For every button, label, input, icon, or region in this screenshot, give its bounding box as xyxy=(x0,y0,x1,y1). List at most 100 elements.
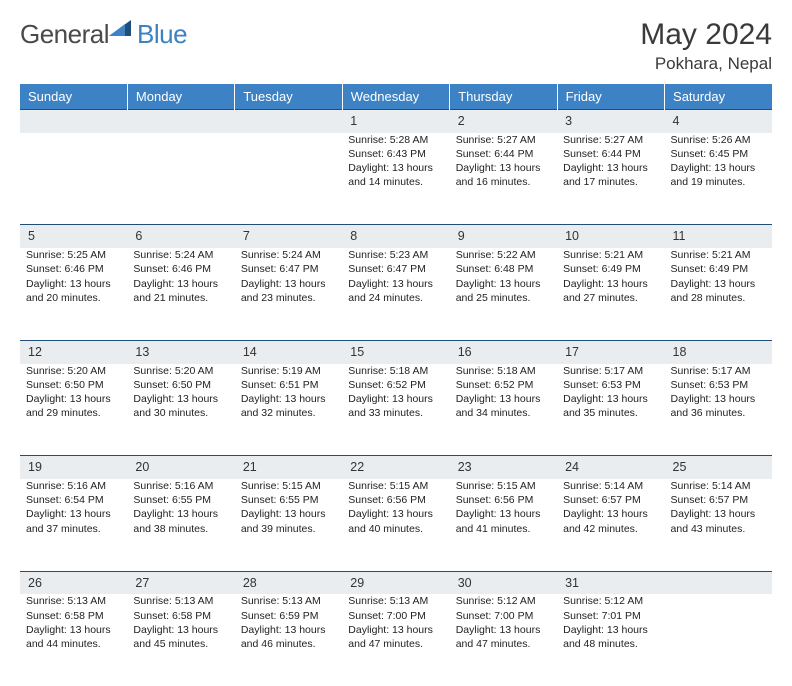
title-block: May 2024 Pokhara, Nepal xyxy=(640,18,772,74)
daylight-text: Daylight: 13 hours and 34 minutes. xyxy=(456,392,551,420)
logo: General Blue xyxy=(20,18,187,51)
sunrise-text: Sunrise: 5:24 AM xyxy=(241,248,336,262)
sunrise-text: Sunrise: 5:13 AM xyxy=(241,594,336,608)
sunrise-text: Sunrise: 5:13 AM xyxy=(26,594,121,608)
day-content-row: Sunrise: 5:28 AMSunset: 6:43 PMDaylight:… xyxy=(20,133,772,225)
sunrise-text: Sunrise: 5:12 AM xyxy=(456,594,551,608)
day-content-row: Sunrise: 5:25 AMSunset: 6:46 PMDaylight:… xyxy=(20,248,772,340)
sunrise-text: Sunrise: 5:27 AM xyxy=(563,133,658,147)
sunrise-text: Sunrise: 5:19 AM xyxy=(241,364,336,378)
day-number-row: 262728293031 xyxy=(20,571,772,594)
day-number-row: 12131415161718 xyxy=(20,340,772,363)
day-content-row: Sunrise: 5:13 AMSunset: 6:58 PMDaylight:… xyxy=(20,594,772,686)
day-number-row: 19202122232425 xyxy=(20,456,772,479)
day-cell xyxy=(235,133,342,225)
day-number: 18 xyxy=(665,340,772,363)
day-number: 23 xyxy=(450,456,557,479)
day-cell: Sunrise: 5:15 AMSunset: 6:56 PMDaylight:… xyxy=(450,479,557,571)
day-number: 22 xyxy=(342,456,449,479)
day-number: 10 xyxy=(557,225,664,248)
day-number: 24 xyxy=(557,456,664,479)
sunrise-text: Sunrise: 5:18 AM xyxy=(348,364,443,378)
daylight-text: Daylight: 13 hours and 45 minutes. xyxy=(133,623,228,651)
daylight-text: Daylight: 13 hours and 47 minutes. xyxy=(456,623,551,651)
sunset-text: Sunset: 6:57 PM xyxy=(563,493,658,507)
weekday-header: Wednesday xyxy=(342,84,449,110)
sunrise-text: Sunrise: 5:21 AM xyxy=(671,248,766,262)
daylight-text: Daylight: 13 hours and 32 minutes. xyxy=(241,392,336,420)
day-number: 27 xyxy=(127,571,234,594)
daylight-text: Daylight: 13 hours and 48 minutes. xyxy=(563,623,658,651)
sunrise-text: Sunrise: 5:17 AM xyxy=(563,364,658,378)
day-cell: Sunrise: 5:12 AMSunset: 7:00 PMDaylight:… xyxy=(450,594,557,686)
sunset-text: Sunset: 6:46 PM xyxy=(26,262,121,276)
day-number-row: 567891011 xyxy=(20,225,772,248)
day-number: 3 xyxy=(557,110,664,133)
day-number: 1 xyxy=(342,110,449,133)
daylight-text: Daylight: 13 hours and 23 minutes. xyxy=(241,277,336,305)
day-number xyxy=(665,571,772,594)
sunrise-text: Sunrise: 5:16 AM xyxy=(26,479,121,493)
day-cell xyxy=(665,594,772,686)
daylight-text: Daylight: 13 hours and 30 minutes. xyxy=(133,392,228,420)
day-number: 25 xyxy=(665,456,772,479)
day-cell: Sunrise: 5:18 AMSunset: 6:52 PMDaylight:… xyxy=(342,364,449,456)
day-cell: Sunrise: 5:24 AMSunset: 6:47 PMDaylight:… xyxy=(235,248,342,340)
daylight-text: Daylight: 13 hours and 25 minutes. xyxy=(456,277,551,305)
sunrise-text: Sunrise: 5:27 AM xyxy=(456,133,551,147)
day-cell: Sunrise: 5:13 AMSunset: 7:00 PMDaylight:… xyxy=(342,594,449,686)
day-cell: Sunrise: 5:13 AMSunset: 6:59 PMDaylight:… xyxy=(235,594,342,686)
sunset-text: Sunset: 6:47 PM xyxy=(348,262,443,276)
daylight-text: Daylight: 13 hours and 14 minutes. xyxy=(348,161,443,189)
sunset-text: Sunset: 6:50 PM xyxy=(26,378,121,392)
day-cell: Sunrise: 5:16 AMSunset: 6:54 PMDaylight:… xyxy=(20,479,127,571)
sunset-text: Sunset: 7:00 PM xyxy=(456,609,551,623)
day-number: 30 xyxy=(450,571,557,594)
daylight-text: Daylight: 13 hours and 24 minutes. xyxy=(348,277,443,305)
sunset-text: Sunset: 6:56 PM xyxy=(456,493,551,507)
day-number xyxy=(20,110,127,133)
sunset-text: Sunset: 6:53 PM xyxy=(563,378,658,392)
sunset-text: Sunset: 6:58 PM xyxy=(26,609,121,623)
day-number: 26 xyxy=(20,571,127,594)
day-cell: Sunrise: 5:15 AMSunset: 6:55 PMDaylight:… xyxy=(235,479,342,571)
day-cell xyxy=(20,133,127,225)
day-cell: Sunrise: 5:14 AMSunset: 6:57 PMDaylight:… xyxy=(665,479,772,571)
sunrise-text: Sunrise: 5:15 AM xyxy=(241,479,336,493)
day-number: 20 xyxy=(127,456,234,479)
daylight-text: Daylight: 13 hours and 28 minutes. xyxy=(671,277,766,305)
day-cell: Sunrise: 5:20 AMSunset: 6:50 PMDaylight:… xyxy=(127,364,234,456)
weekday-header: Thursday xyxy=(450,84,557,110)
sunrise-text: Sunrise: 5:20 AM xyxy=(133,364,228,378)
day-cell: Sunrise: 5:22 AMSunset: 6:48 PMDaylight:… xyxy=(450,248,557,340)
sunset-text: Sunset: 6:45 PM xyxy=(671,147,766,161)
daylight-text: Daylight: 13 hours and 46 minutes. xyxy=(241,623,336,651)
day-cell: Sunrise: 5:13 AMSunset: 6:58 PMDaylight:… xyxy=(127,594,234,686)
day-cell: Sunrise: 5:17 AMSunset: 6:53 PMDaylight:… xyxy=(665,364,772,456)
sunrise-text: Sunrise: 5:13 AM xyxy=(348,594,443,608)
daylight-text: Daylight: 13 hours and 27 minutes. xyxy=(563,277,658,305)
daylight-text: Daylight: 13 hours and 38 minutes. xyxy=(133,507,228,535)
sunrise-text: Sunrise: 5:21 AM xyxy=(563,248,658,262)
sunrise-text: Sunrise: 5:26 AM xyxy=(671,133,766,147)
sunset-text: Sunset: 6:48 PM xyxy=(456,262,551,276)
daylight-text: Daylight: 13 hours and 16 minutes. xyxy=(456,161,551,189)
sunset-text: Sunset: 6:47 PM xyxy=(241,262,336,276)
day-number: 29 xyxy=(342,571,449,594)
sunset-text: Sunset: 6:52 PM xyxy=(348,378,443,392)
day-number xyxy=(127,110,234,133)
day-number: 28 xyxy=(235,571,342,594)
sunrise-text: Sunrise: 5:12 AM xyxy=(563,594,658,608)
weekday-header: Tuesday xyxy=(235,84,342,110)
daylight-text: Daylight: 13 hours and 42 minutes. xyxy=(563,507,658,535)
daylight-text: Daylight: 13 hours and 36 minutes. xyxy=(671,392,766,420)
sunrise-text: Sunrise: 5:18 AM xyxy=(456,364,551,378)
calendar-page: General Blue May 2024 Pokhara, Nepal Sun… xyxy=(0,0,792,686)
sunset-text: Sunset: 6:57 PM xyxy=(671,493,766,507)
day-cell: Sunrise: 5:19 AMSunset: 6:51 PMDaylight:… xyxy=(235,364,342,456)
sunset-text: Sunset: 6:52 PM xyxy=(456,378,551,392)
weekday-header: Sunday xyxy=(20,84,127,110)
sunrise-text: Sunrise: 5:28 AM xyxy=(348,133,443,147)
sunset-text: Sunset: 6:54 PM xyxy=(26,493,121,507)
page-title: May 2024 xyxy=(640,18,772,52)
